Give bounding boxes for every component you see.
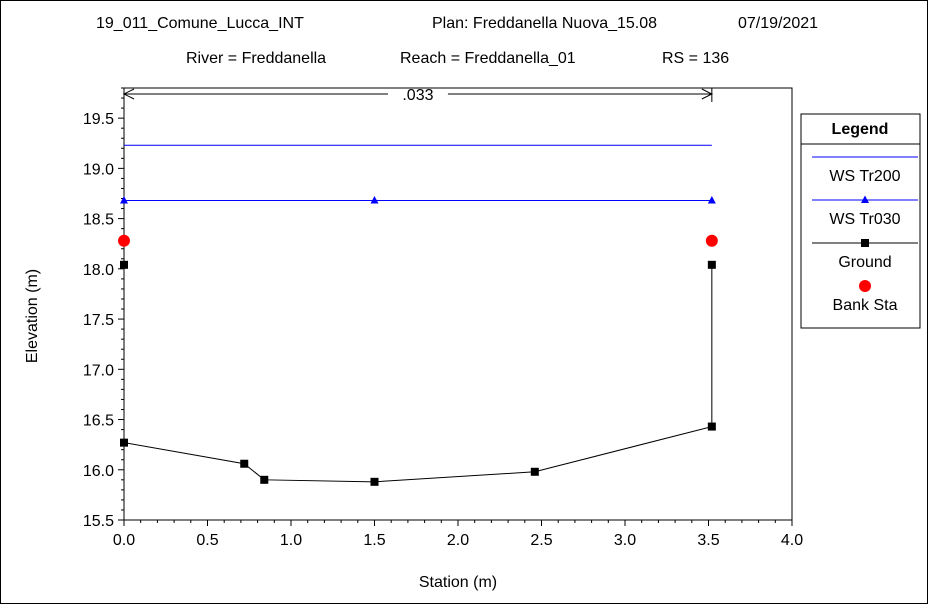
plot-area <box>123 87 793 521</box>
series-line-ground <box>123 264 713 483</box>
legend-marker-ws-tr030 <box>861 195 869 203</box>
y-tick-label: 17.0 <box>83 362 114 379</box>
x-tick-label: 2.0 <box>447 532 469 549</box>
y-axis-ticks: 15.5 16.0 16.5 17.0 17.5 18.0 18.5 19.0 19.5 <box>83 87 124 530</box>
y-tick-label: 19.5 <box>83 111 114 128</box>
manning-n-label: .033 <box>402 87 433 104</box>
x-axis-ticks: 0.0 0.5 1.0 1.5 2.0 2.5 3.0 3.5 4.0 <box>113 520 803 549</box>
legend-title: Legend <box>832 121 889 138</box>
x-tick-label: 4.0 <box>781 532 803 549</box>
series-markers <box>118 196 718 486</box>
point-ws-tr030 <box>120 196 128 204</box>
legend-label-ws-tr030: WS Tr030 <box>829 211 900 228</box>
legend: Legend WS Tr200 WS Tr030 Ground Bank Sta <box>800 113 921 329</box>
point-bank-sta <box>705 234 718 247</box>
x-tick-label: 3.5 <box>697 532 719 549</box>
legend-box <box>800 113 921 329</box>
y-axis-label: Elevation (m) <box>24 269 41 363</box>
y-tick-label: 18.0 <box>83 262 114 279</box>
title-date: 07/19/2021 <box>738 15 818 32</box>
point-ground <box>120 438 128 447</box>
point-ground <box>370 477 379 486</box>
title-river: River = Freddanella <box>186 50 326 67</box>
y-tick-label: 19.0 <box>83 161 114 178</box>
x-axis-label: Station (m) <box>419 574 497 591</box>
point-ground <box>120 260 128 269</box>
title-project: 19_011_Comune_Lucca_INT <box>96 15 304 32</box>
manning-n-annotation: .033 <box>122 87 713 104</box>
y-tick-label: 16.5 <box>83 413 114 430</box>
legend-label-bank-sta: Bank Sta <box>833 297 898 314</box>
x-tick-label: 0.5 <box>196 532 218 549</box>
point-ground <box>260 475 269 484</box>
manning-arrowhead-right <box>701 88 713 100</box>
x-tick-label: 1.5 <box>363 532 385 549</box>
point-ground <box>707 422 716 431</box>
series-lines <box>123 144 713 483</box>
legend-marker-ground <box>861 239 869 247</box>
manning-arrowhead-left <box>122 88 135 100</box>
legend-marker-bank-sta <box>859 280 871 292</box>
x-tick-label: 3.0 <box>614 532 636 549</box>
point-bank-sta <box>118 234 130 247</box>
title-plan: Plan: Freddanella Nuova_15.08 <box>432 15 657 32</box>
point-ground <box>240 459 249 468</box>
y-tick-label: 17.5 <box>83 312 114 329</box>
legend-label-ground: Ground <box>838 254 891 271</box>
point-ground <box>707 260 716 269</box>
y-tick-label: 18.5 <box>83 212 114 229</box>
title-reach: Reach = Freddanella_01 <box>400 50 576 67</box>
x-tick-label: 0.0 <box>113 532 135 549</box>
point-ws-tr030 <box>707 196 716 204</box>
title-rs: RS = 136 <box>662 50 729 67</box>
x-tick-label: 1.0 <box>280 532 302 549</box>
point-ws-tr030 <box>370 196 379 204</box>
point-ground <box>530 467 539 476</box>
x-tick-label: 2.5 <box>530 532 552 549</box>
y-tick-label: 15.5 <box>83 513 114 530</box>
legend-label-ws-tr200: WS Tr200 <box>829 168 900 185</box>
y-tick-label: 16.0 <box>83 463 114 480</box>
